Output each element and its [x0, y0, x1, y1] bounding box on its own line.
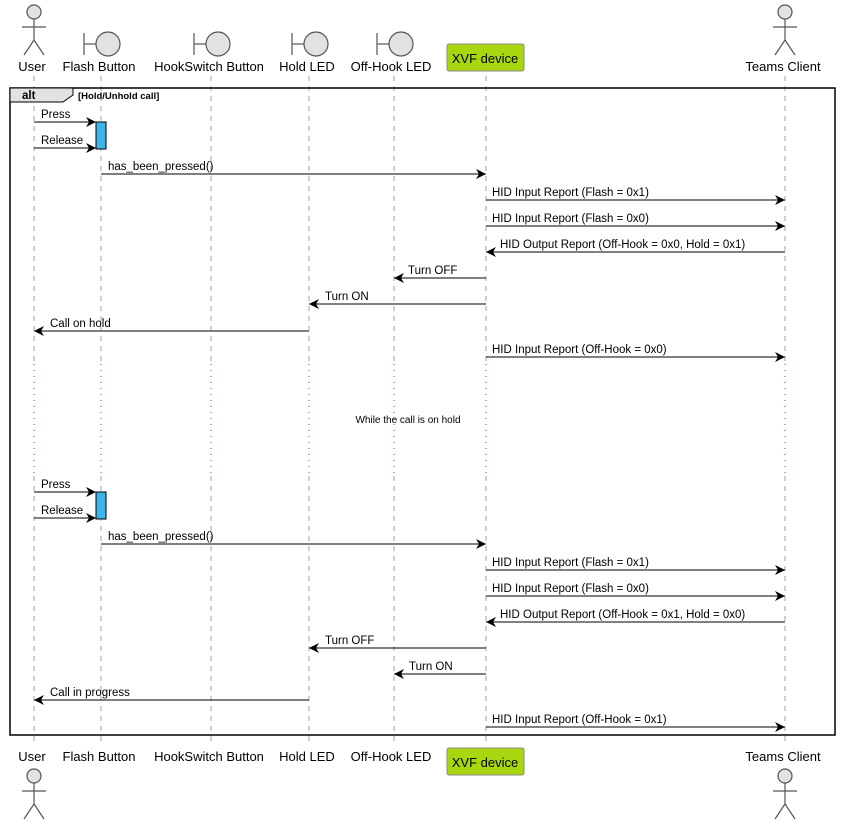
arrowheads	[34, 117, 785, 732]
participants-bottom: User Flash Button HookSwitch Button Hold…	[18, 747, 821, 820]
participant-box-xvf-bottom	[446, 747, 525, 776]
boundary-hold-icon	[291, 31, 329, 57]
message-label: Call on hold	[50, 318, 111, 330]
actor-user-icon	[22, 4, 46, 56]
message-label: HID Output Report (Off-Hook = 0x0, Hold …	[500, 239, 745, 251]
boundary-hook-icon	[193, 31, 231, 57]
participant-label-teams: Teams Client	[745, 59, 821, 74]
alt-tag: alt	[22, 90, 36, 102]
participant-label-flash-bottom: Flash Button	[63, 749, 136, 764]
participant-label-offhook-bottom: Off-Hook LED	[351, 749, 432, 764]
messages	[34, 121, 785, 728]
boundary-offhook-icon	[376, 31, 414, 57]
participant-label-hook-bottom: HookSwitch Button	[154, 749, 264, 764]
message-label: Turn ON	[409, 661, 453, 673]
message-label: Release	[41, 135, 83, 147]
message-label: Press	[41, 109, 71, 121]
message-label: Turn ON	[325, 291, 369, 303]
actor-teams-icon	[773, 768, 797, 820]
message-label: HID Input Report (Flash = 0x0)	[492, 583, 649, 595]
message-label: has_been_pressed()	[108, 531, 214, 543]
message-label: HID Input Report (Off-Hook = 0x1)	[492, 714, 667, 726]
actor-teams-icon	[773, 4, 797, 56]
alt-guard: [Hold/Unhold call]	[78, 91, 159, 102]
participant-label-offhook: Off-Hook LED	[351, 59, 432, 74]
actor-user-icon	[22, 768, 46, 820]
participant-label-teams-bottom: Teams Client	[745, 749, 821, 764]
message-label: Release	[41, 505, 83, 517]
message-label: HID Input Report (Flash = 0x1)	[492, 557, 649, 569]
participants-top: User Flash Button HookSwitch Button Hold…	[18, 4, 821, 74]
alt-tag-box	[9, 87, 74, 103]
delay-dots	[33, 364, 786, 476]
message-label: HID Input Report (Flash = 0x1)	[492, 187, 649, 199]
activation-bar-1	[95, 121, 107, 150]
participant-label-hold-bottom: Hold LED	[279, 749, 335, 764]
message-label: has_been_pressed()	[108, 161, 214, 173]
message-label: HID Input Report (Off-Hook = 0x0)	[492, 344, 667, 356]
message-label: Turn OFF	[408, 265, 457, 277]
participant-label-xvf-bottom: XVF device	[452, 755, 518, 770]
participant-label-hold: Hold LED	[279, 59, 335, 74]
participant-label-hook: HookSwitch Button	[154, 59, 264, 74]
message-label: HID Output Report (Off-Hook = 0x1, Hold …	[500, 609, 745, 621]
boundary-flash-icon	[83, 31, 121, 57]
message-label: Turn OFF	[325, 635, 374, 647]
message-labels: Press Release has_been_pressed() HID Inp…	[41, 109, 745, 726]
message-label: Call in progress	[50, 687, 130, 699]
participant-label-flash: Flash Button	[63, 59, 136, 74]
alt-fragment: alt [Hold/Unhold call]	[9, 87, 836, 736]
participant-label-xvf: XVF device	[452, 51, 518, 66]
activation-bar-2	[95, 491, 107, 520]
message-label: Press	[41, 479, 71, 491]
participant-label-user: User	[18, 59, 46, 74]
message-label: HID Input Report (Flash = 0x0)	[492, 213, 649, 225]
delay-label: While the call is on hold	[355, 415, 460, 426]
participant-box-xvf	[446, 43, 525, 72]
participant-label-user-bottom: User	[18, 749, 46, 764]
